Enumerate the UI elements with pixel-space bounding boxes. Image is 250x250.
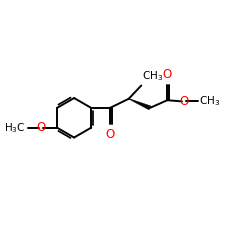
- Text: O: O: [179, 95, 188, 108]
- Text: O: O: [163, 68, 172, 82]
- Text: CH$_3$: CH$_3$: [199, 94, 220, 108]
- Text: H$_3$C: H$_3$C: [4, 121, 26, 134]
- Text: O: O: [105, 128, 115, 141]
- Polygon shape: [129, 98, 151, 110]
- Text: O: O: [37, 121, 46, 134]
- Text: CH$_3$: CH$_3$: [142, 69, 164, 83]
